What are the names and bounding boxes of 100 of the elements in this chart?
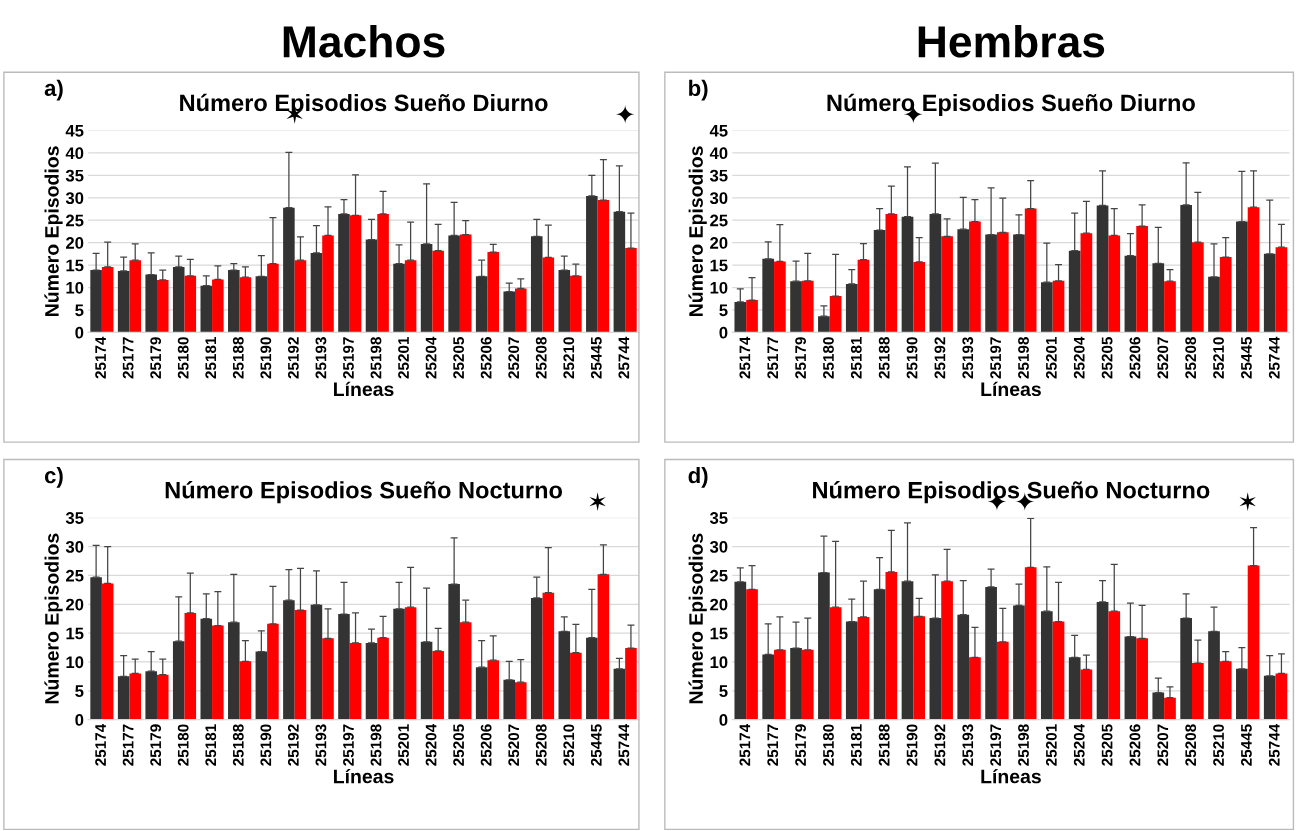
x-tick-label: 25204	[1073, 336, 1085, 379]
y-tick-label: 0	[719, 326, 728, 339]
x-tick-label: 25744	[1268, 336, 1280, 379]
x-tick-label: 25201	[1045, 724, 1057, 766]
y-tick-label: 30	[65, 540, 84, 553]
x-tick-label: 25177	[767, 724, 779, 766]
y-axis-title: Número Episodios	[44, 533, 63, 704]
x-tick-label: 25181	[850, 336, 862, 379]
x-tick-label: 25201	[398, 724, 409, 766]
x-tick-label: 25188	[878, 724, 890, 766]
y-tick-label: 10	[710, 281, 728, 294]
x-tick-label: 25208	[1185, 337, 1197, 379]
y-tick-label: 10	[66, 656, 84, 669]
text: ✶	[1239, 492, 1256, 512]
y-tick-label: 15	[710, 627, 728, 640]
text: d)	[688, 466, 708, 488]
x-tick-label: 25198	[370, 337, 382, 379]
x-tick-label: 25180	[177, 337, 189, 379]
x-tick-label: 25744	[618, 336, 630, 379]
x-tick-label: 25190	[260, 337, 272, 379]
x-tick-label: 25192	[287, 337, 299, 379]
x-tick-label: 25193	[315, 337, 327, 379]
x-axis-title: Líneas	[981, 768, 1041, 784]
text: ✦	[615, 104, 635, 124]
y-tick-label: 0	[75, 714, 84, 726]
y-tick-label: 15	[710, 259, 728, 272]
x-tick-label: 25197	[990, 724, 1002, 766]
y-tick-label: 35	[709, 169, 728, 182]
y-axis-title: Número Episodios	[688, 146, 707, 317]
x-tick-label: 25181	[850, 724, 862, 766]
x-tick-label: 25210	[1213, 337, 1224, 379]
text: ✶	[589, 492, 606, 512]
x-tick-label: 25174	[739, 723, 751, 766]
x-tick-label: 25180	[823, 724, 834, 766]
x-tick-label: 25208	[1185, 724, 1197, 766]
y-tick-label: 45	[709, 125, 728, 137]
x-tick-label: 25179	[150, 724, 162, 766]
x-tick-label: 25445	[1241, 336, 1252, 379]
x-tick-label: 25180	[823, 337, 834, 379]
x-tick-label: 25210	[563, 724, 575, 766]
x-tick-label: 25744	[618, 723, 630, 766]
x-tick-label: 25179	[795, 337, 806, 379]
x-tick-label: 25205	[453, 724, 465, 766]
y-tick-label: 0	[75, 326, 84, 339]
x-tick-label: 25181	[205, 724, 217, 766]
x-tick-label: 25198	[370, 724, 382, 766]
y-tick-label: 10	[66, 281, 84, 294]
y-tick-label: 45	[65, 125, 84, 137]
x-tick-label: 25744	[1268, 723, 1280, 766]
y-axis-title: Número Episodios	[44, 146, 63, 317]
x-tick-label: 25198	[1018, 337, 1029, 379]
x-tick-label: 25206	[480, 337, 492, 379]
x-tick-label: 25192	[934, 337, 946, 379]
x-tick-label: 25204	[425, 336, 437, 379]
x-tick-label: 25181	[205, 336, 217, 379]
x-tick-label: 25190	[260, 724, 272, 766]
y-tick-label: 20	[710, 598, 728, 611]
y-tick-label: 30	[709, 540, 728, 553]
y-tick-label: 5	[75, 685, 84, 697]
x-tick-label: 25193	[315, 724, 327, 766]
y-tick-label: 25	[66, 569, 84, 582]
x-tick-label: 25177	[122, 337, 134, 379]
x-axis-title: Líneas	[981, 381, 1041, 397]
x-tick-label: 25188	[232, 337, 244, 379]
y-tick-label: 25	[710, 214, 728, 227]
x-tick-label: 25205	[1101, 336, 1113, 379]
x-tick-label: 25204	[1073, 723, 1085, 766]
x-tick-label: 25197	[343, 724, 354, 766]
x-tick-label: 25445	[1241, 724, 1252, 766]
y-tick-label: 25	[66, 214, 84, 227]
x-tick-label: 25179	[150, 337, 162, 379]
x-tick-label: 25177	[122, 724, 134, 766]
x-tick-label: 25208	[535, 337, 547, 379]
y-tick-label: 25	[710, 569, 728, 582]
x-tick-label: 25206	[480, 724, 492, 766]
x-tick-label: 25174	[95, 336, 106, 379]
chart-title: Número Episodios Sueño Nocturno	[165, 480, 563, 504]
x-tick-label: 25177	[767, 337, 779, 379]
x-tick-label: 25204	[425, 723, 437, 766]
x-tick-label: 25193	[962, 724, 974, 766]
y-tick-label: 5	[719, 304, 728, 317]
x-axis-title: Líneas	[334, 768, 394, 784]
x-tick-label: 25197	[343, 337, 354, 379]
x-tick-label: 25174	[95, 723, 106, 766]
x-tick-label: 25197	[990, 337, 1002, 379]
x-tick-label: 25188	[232, 724, 244, 766]
x-tick-label: 25190	[906, 724, 918, 766]
y-tick-label: 10	[710, 656, 728, 669]
y-tick-label: 35	[65, 512, 84, 524]
x-tick-label: 25206	[1129, 337, 1141, 379]
y-tick-label: 30	[65, 192, 84, 204]
x-tick-label: 25192	[934, 724, 946, 766]
x-tick-label: 25201	[1045, 336, 1057, 379]
x-tick-label: 25179	[795, 724, 806, 766]
x-tick-label: 25174	[739, 336, 751, 379]
text: a)	[44, 79, 63, 101]
x-tick-label: 25205	[1101, 724, 1113, 766]
x-tick-label: 25210	[563, 337, 575, 379]
x-tick-label: 25207	[508, 337, 520, 379]
x-tick-label: 25180	[177, 724, 189, 766]
